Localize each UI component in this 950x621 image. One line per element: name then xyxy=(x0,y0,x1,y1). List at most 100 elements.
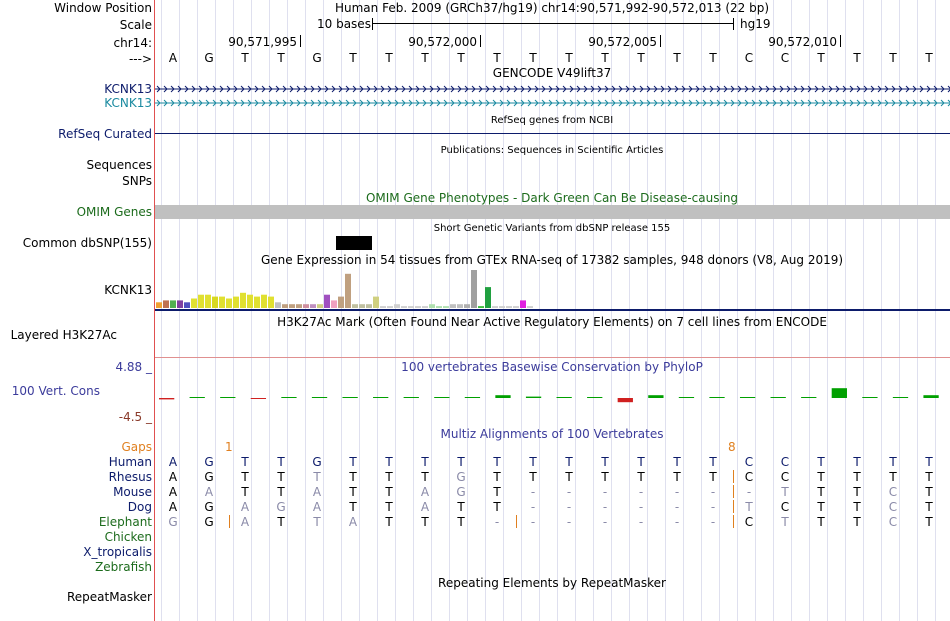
strand-chevron xyxy=(562,85,567,93)
strand-chevron xyxy=(765,85,770,93)
omim-bar[interactable] xyxy=(155,205,950,219)
strand-chevron xyxy=(611,85,616,93)
gene-track-kcnk13-1[interactable] xyxy=(155,84,950,94)
repeatmasker-label[interactable]: RepeatMasker xyxy=(66,590,152,604)
species-label-elephant[interactable]: Elephant xyxy=(98,515,152,529)
strand-chevron xyxy=(296,85,301,93)
gtex-bar xyxy=(450,304,456,308)
species-label-human[interactable]: Human xyxy=(108,455,152,469)
strand-chevron xyxy=(198,99,203,107)
dbsnp-variant[interactable] xyxy=(336,236,372,250)
gene-label-kcnk13-2[interactable]: KCNK13 xyxy=(104,96,152,110)
strand-chevron xyxy=(436,99,441,107)
refseq-label[interactable]: RefSeq Curated xyxy=(58,127,152,141)
phylop-chart[interactable] xyxy=(155,380,950,410)
strand-chevron xyxy=(499,99,504,107)
strand-chevron xyxy=(205,99,210,107)
strand-chevron xyxy=(688,99,693,107)
alignment-base: A xyxy=(240,515,250,529)
gtex-bar xyxy=(380,306,386,308)
refseq-gene-line[interactable] xyxy=(155,133,950,134)
alignment-base: A xyxy=(168,485,178,499)
strand-chevron xyxy=(779,85,784,93)
gtex-bar xyxy=(520,300,526,308)
strand-chevron xyxy=(366,85,371,93)
dbsnp-label[interactable]: Common dbSNP(155) xyxy=(22,236,152,250)
gtex-chart[interactable] xyxy=(155,268,950,312)
strand-chevron xyxy=(702,85,707,93)
strand-chevron xyxy=(653,85,658,93)
snps-label[interactable]: SNPs xyxy=(122,174,152,188)
gtex-bar xyxy=(282,304,288,308)
phylop-label[interactable]: 100 Vert. Cons xyxy=(11,384,100,398)
gtex-bar xyxy=(422,306,428,308)
omim-label[interactable]: OMIM Genes xyxy=(76,205,152,219)
gaps-label: Gaps xyxy=(121,440,152,454)
strand-chevron xyxy=(730,85,735,93)
gtex-bar xyxy=(254,296,260,308)
strand-chevron xyxy=(695,99,700,107)
gencode-title: GENCODE V49lift37 xyxy=(492,66,612,80)
strand-chevron xyxy=(422,99,427,107)
alignment-base: A xyxy=(312,500,322,514)
species-label-chicken[interactable]: Chicken xyxy=(104,530,152,544)
alignment-base: T xyxy=(241,455,249,469)
strand-chevron xyxy=(226,85,231,93)
window-position-label: Window Position xyxy=(54,1,152,15)
alignment-base: G xyxy=(276,500,286,514)
alignment-base: - xyxy=(602,500,608,514)
strand-chevron xyxy=(177,99,182,107)
alignment-base: T xyxy=(601,470,609,484)
gtex-label[interactable]: KCNK13 xyxy=(104,283,152,297)
strand-chevron xyxy=(569,85,574,93)
gtex-bar xyxy=(513,306,519,308)
strand-chevron xyxy=(443,99,448,107)
gap-marker xyxy=(516,515,517,528)
strand-chevron xyxy=(324,85,329,93)
strand-chevron xyxy=(492,99,497,107)
alignment-base: T xyxy=(925,515,933,529)
species-label-dog[interactable]: Dog xyxy=(127,500,152,514)
species-label-zebrafish[interactable]: Zebrafish xyxy=(95,560,152,574)
gtex-bar xyxy=(492,306,498,308)
alignment-base: C xyxy=(744,515,754,529)
gap-count-1: 1 xyxy=(225,440,233,454)
strand-chevron xyxy=(681,99,686,107)
species-label-mouse[interactable]: Mouse xyxy=(113,485,152,499)
ruler-coordinate: 90,572,010 xyxy=(768,35,837,49)
gene-track-kcnk13-2[interactable] xyxy=(155,98,950,108)
dbsnp-title: Short Genetic Variants from dbSNP releas… xyxy=(433,223,671,234)
alignment-base: T xyxy=(349,455,357,469)
strand-chevron xyxy=(807,99,812,107)
gene-label-kcnk13-1[interactable]: KCNK13 xyxy=(104,82,152,96)
strand-chevron xyxy=(156,99,161,107)
strand-chevron xyxy=(331,85,336,93)
position-text: Human Feb. 2009 (GRCh37/hg19) chr14:90,5… xyxy=(334,1,770,15)
alignment-base: T xyxy=(817,485,825,499)
gtex-bar xyxy=(268,296,274,308)
strand-chevron xyxy=(751,85,756,93)
alignment-base: T xyxy=(853,500,861,514)
alignment-base: G xyxy=(456,485,466,499)
gap-marker xyxy=(733,515,734,528)
strand-chevron xyxy=(814,85,819,93)
gtex-bar xyxy=(338,296,344,308)
phylop-bar xyxy=(678,397,695,398)
strand-chevron xyxy=(289,85,294,93)
strand-chevron xyxy=(163,99,168,107)
strand-chevron xyxy=(520,99,525,107)
species-label-rhesus[interactable]: Rhesus xyxy=(108,470,152,484)
h3k27ac-label[interactable]: Layered H3K27Ac xyxy=(10,328,117,342)
reference-base: T xyxy=(493,51,501,65)
gtex-bar xyxy=(212,296,218,308)
sequences-label[interactable]: Sequences xyxy=(86,158,152,172)
alignment-base: T xyxy=(421,455,429,469)
alignment-base: C xyxy=(780,500,790,514)
species-label-x_tropicalis[interactable]: X_tropicalis xyxy=(83,545,152,559)
alignment-base: T xyxy=(313,470,321,484)
strand-chevron xyxy=(667,85,672,93)
alignment-base: A xyxy=(168,470,178,484)
scale-bar-left xyxy=(372,18,373,30)
strand-chevron xyxy=(380,85,385,93)
strand-chevron xyxy=(639,85,644,93)
